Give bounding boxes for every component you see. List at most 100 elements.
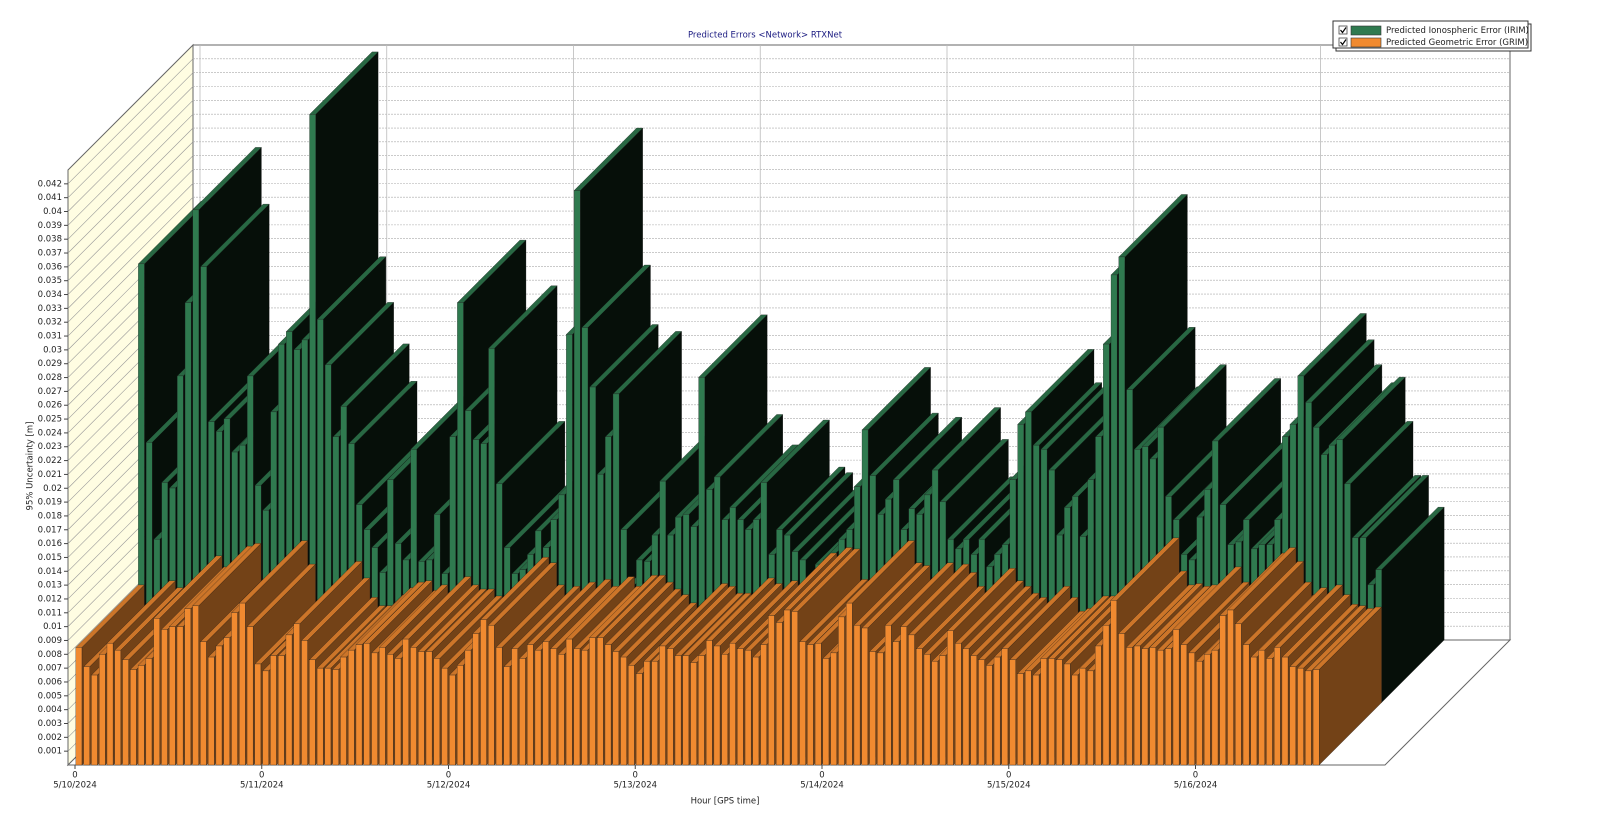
bar-front [1227,609,1234,766]
bar-front [1203,654,1211,766]
bar-front [511,648,518,766]
y-tick-label: 0.012 [38,594,62,604]
bar-front [488,625,495,766]
grid-line [67,100,194,226]
bar-front [861,627,868,766]
y-axis-label: 95% Uncertainty [m] [26,422,36,511]
bar-front [1118,633,1125,766]
bar-front [635,673,643,766]
bar-front [75,647,83,766]
bar-front [1274,647,1281,766]
bar-front [355,644,363,766]
y-tick-label: 0.026 [38,401,62,411]
bars [75,51,1445,766]
y-tick-label: 0.034 [38,290,62,300]
bar-front [869,651,876,766]
bar-front [262,670,269,766]
bar-front [153,618,160,766]
bar-front [954,643,962,766]
bar-front [1110,600,1117,766]
bar-front [534,650,542,766]
bar-front [285,634,293,766]
grid-line [67,183,194,309]
x-tick-date: 5/12/2024 [427,781,471,791]
bar-front [1297,667,1304,766]
bar-front [495,647,503,766]
x-tick-label: 0 [1006,771,1011,781]
bar [1312,606,1383,766]
y-tick-label: 0.002 [38,733,62,743]
y-tick-label: 0.036 [38,262,62,272]
y-tick-label: 0.024 [38,428,62,438]
bar-front [1250,656,1258,766]
bar-front [418,651,425,766]
y-tick-label: 0.025 [38,415,62,425]
bar-front [449,674,456,766]
bar-front [441,667,448,766]
bar-front [472,633,479,766]
bar-front [1180,644,1188,766]
legend-checkbox[interactable] [1338,37,1348,47]
bar-front [332,669,339,766]
bar-front [768,615,775,766]
bar-front [744,650,752,766]
bar-front [846,602,853,766]
bar-front [1133,645,1141,766]
legend-check [1340,39,1347,46]
y-tick-label: 0.006 [38,677,62,687]
bar-front [324,667,332,766]
grid-line [67,141,194,268]
bar-front [1242,644,1250,766]
bar-front [931,661,939,766]
x-tick-label: 0 [633,771,638,781]
bar-front [348,650,355,766]
bar-front [667,648,674,766]
y-tick-label: 0.017 [38,525,62,535]
y-tick-label: 0.013 [38,581,62,591]
bar-front [1305,670,1312,766]
bar-front [1289,666,1296,766]
legend-swatch [1350,37,1382,48]
bar-front [690,662,697,766]
bar-front [542,641,549,766]
y-tick-label: 0.035 [38,276,62,286]
x-tick-date: 5/11/2024 [240,781,284,791]
bar-front [270,655,277,766]
bar-front [1071,674,1079,766]
legend-checkbox[interactable] [1338,25,1348,35]
grid-line [67,72,194,198]
x-tick-date: 5/16/2024 [1174,781,1218,791]
grid-line [67,196,194,323]
bar-front [978,659,985,766]
y-tick-label: 0.01 [43,622,62,632]
bar-front [91,674,98,766]
y-tick-label: 0.016 [38,539,62,549]
bar-front [659,645,666,766]
y-tick-label: 0.02 [43,484,62,494]
bar-front [947,630,954,766]
bar-front [565,638,573,766]
bar-front [410,647,417,766]
bar-front [550,648,557,766]
bar-front [597,637,604,766]
bar-front [1196,661,1203,766]
grid-line [67,86,194,212]
y-tick-label: 0.008 [38,650,62,660]
x-tick-date: 5/15/2024 [987,781,1031,791]
bar-front [254,663,262,766]
bar-front [433,658,441,766]
bar-front [729,643,736,766]
bar-front [503,666,511,766]
bar-front [1312,669,1320,766]
bar-front [986,665,993,766]
y-tick-label: 0.003 [38,719,62,729]
y-tick-label: 0.004 [38,705,62,715]
y-tick-label: 0.011 [38,608,62,618]
bar-front [1266,658,1273,766]
y-tick-label: 0.037 [38,249,62,259]
grid-line [67,127,194,254]
y-tick-label: 0.042 [38,179,62,189]
x-tick-label: 0 [72,771,77,781]
y-tick-label: 0.021 [38,470,62,480]
